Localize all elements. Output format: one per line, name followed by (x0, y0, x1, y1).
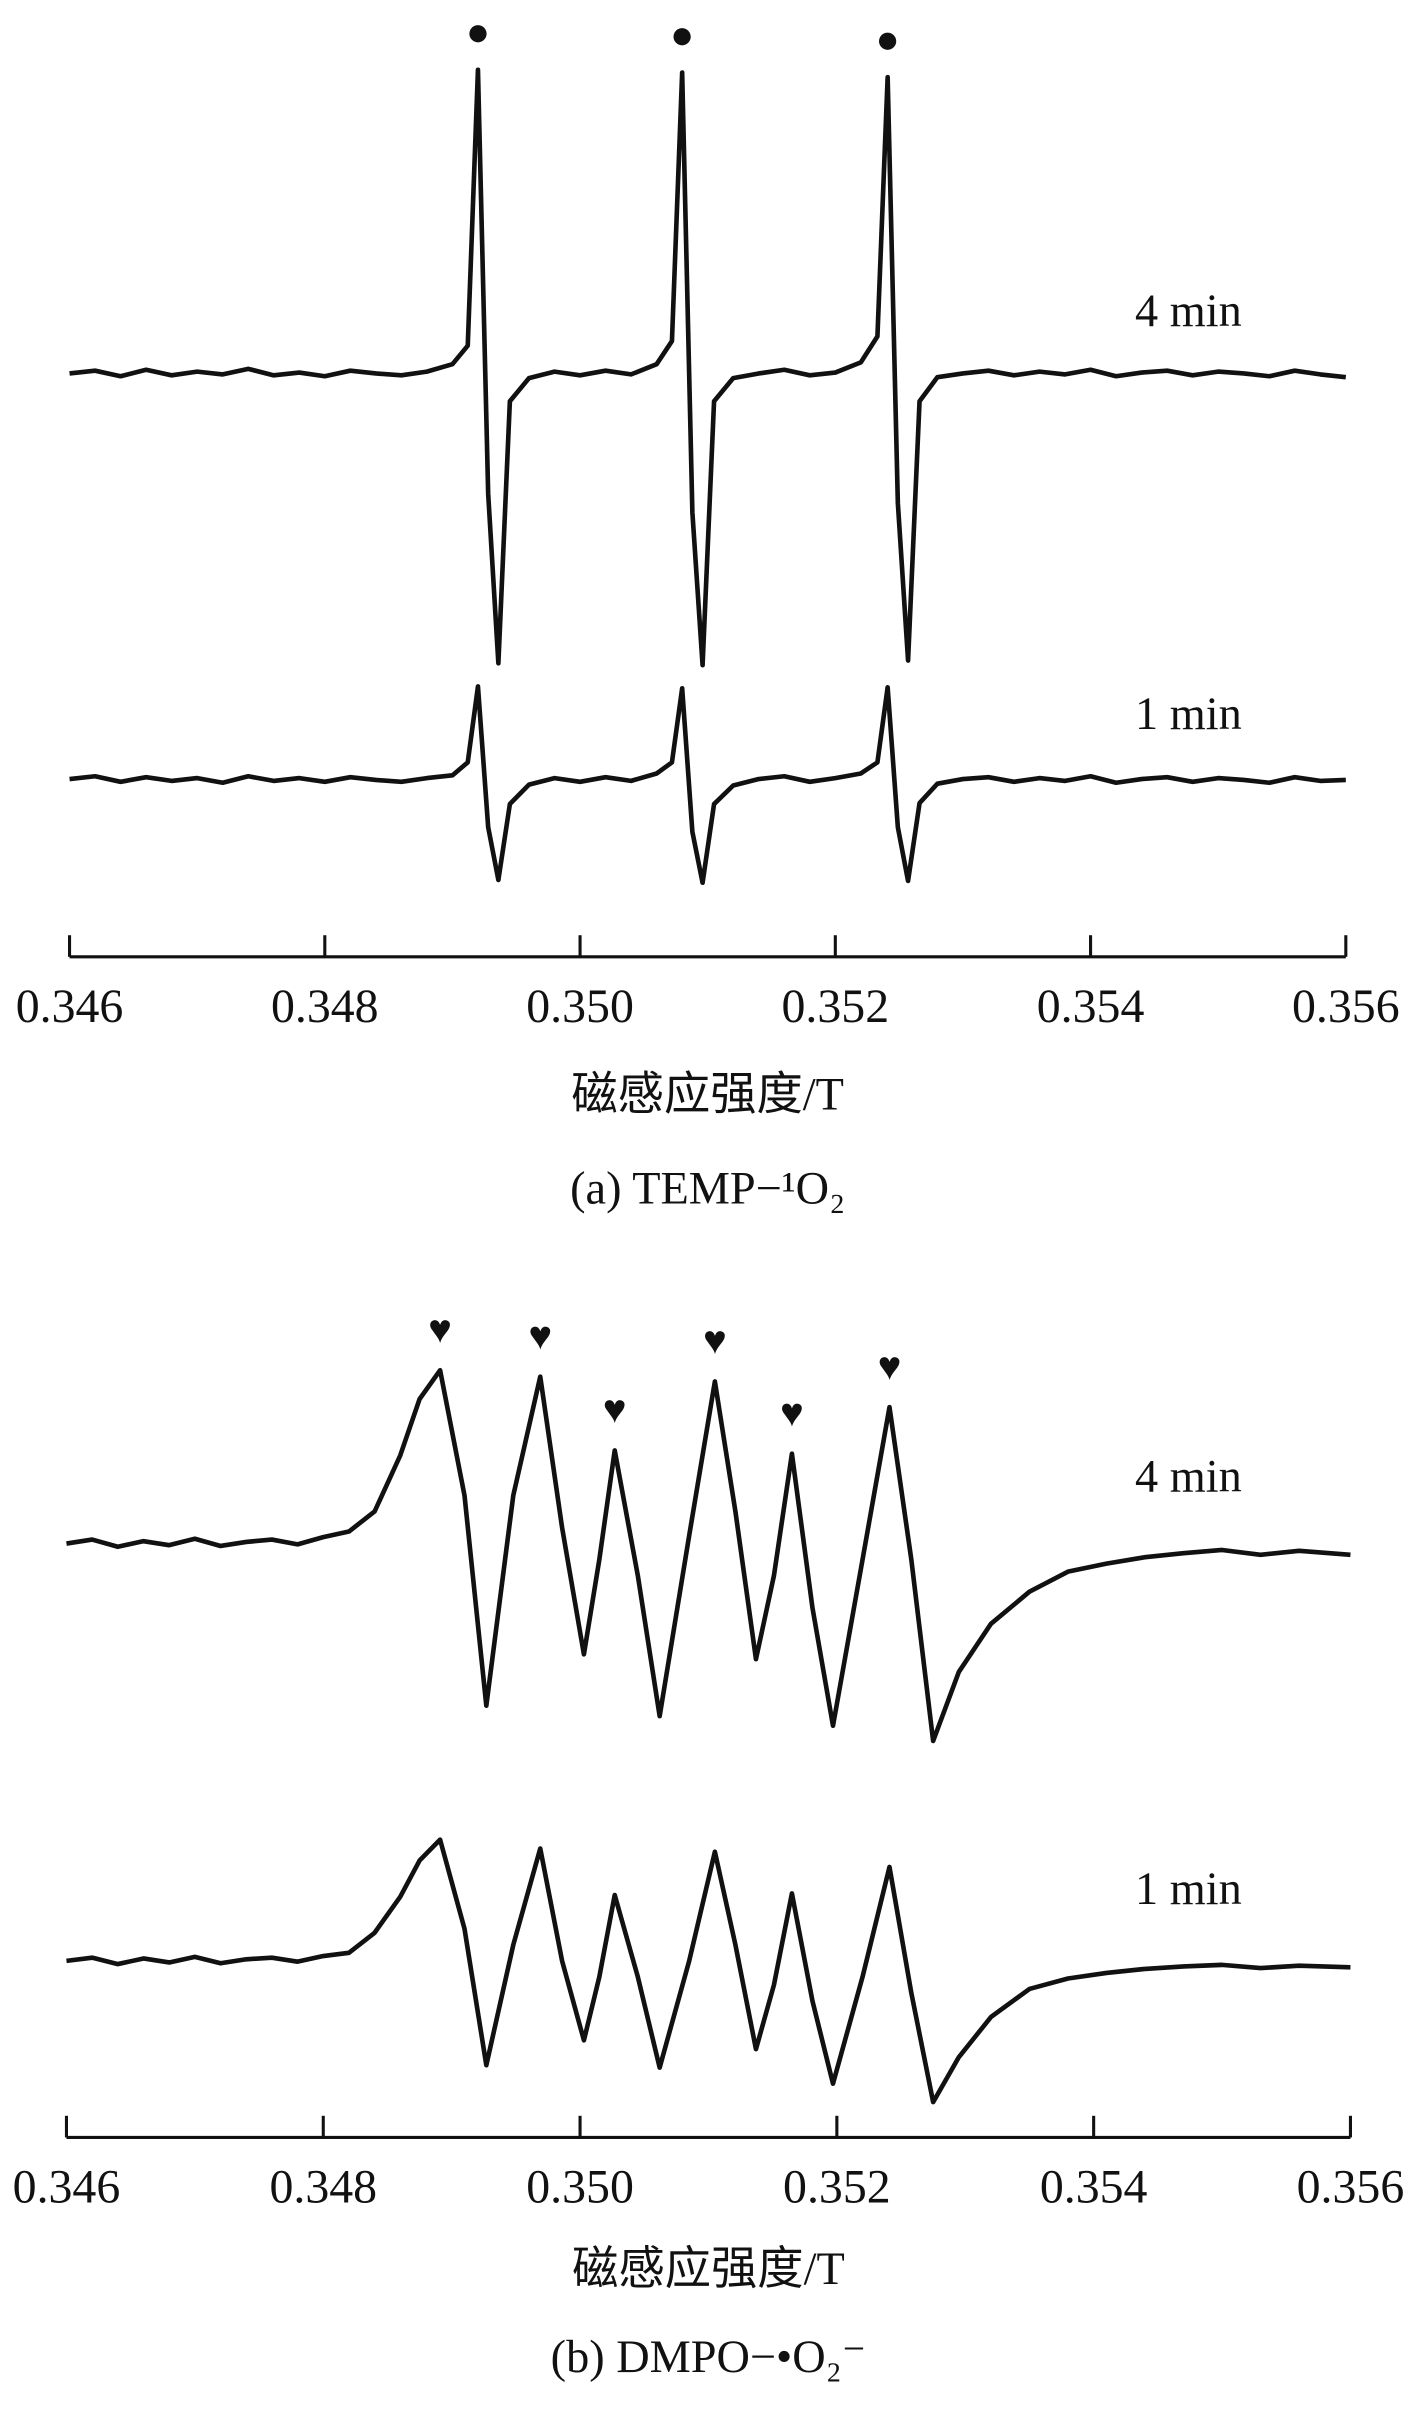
x-tick-label: 0.346 (16, 980, 124, 1033)
x-tick-label: 0.352 (782, 980, 890, 1033)
spectrum-line (69, 67, 1347, 668)
peak-marker: ♥ (703, 1318, 727, 1363)
x-tick-label: 0.354 (1040, 2160, 1148, 2213)
series-label: 4 min (1135, 1451, 1242, 1502)
x-tick-label: 0.348 (271, 980, 379, 1033)
caption: (b) DMPO−•O₂⁻ (551, 2332, 867, 2383)
peak-marker: ♥ (428, 1306, 452, 1351)
peak-marker: ♥ (528, 1313, 552, 1358)
peak-marker: ♥ (603, 1387, 627, 1432)
series-label: 1 min (1135, 689, 1242, 740)
x-tick-label: 0.354 (1037, 980, 1145, 1033)
x-axis-label: 磁感应强度/T (571, 1069, 844, 1120)
spectrum-line (66, 1367, 1351, 1744)
peak-marker: ● (876, 16, 900, 61)
x-tick-label: 0.350 (526, 2160, 634, 2213)
caption: (a) TEMP−¹O₂ (570, 1164, 845, 1215)
x-tick-label: 0.346 (13, 2160, 121, 2213)
peak-marker: ♥ (780, 1390, 804, 1435)
x-tick-label: 0.348 (269, 2160, 377, 2213)
x-tick-label: 0.356 (1297, 2160, 1405, 2213)
x-tick-label: 0.356 (1292, 980, 1400, 1033)
x-tick-label: 0.352 (783, 2160, 891, 2213)
peak-marker: ● (466, 9, 490, 54)
peak-marker: ♥ (878, 1343, 902, 1388)
series-label: 1 min (1135, 1864, 1242, 1915)
spectrum-line (69, 684, 1346, 886)
x-tick-label: 0.350 (526, 980, 634, 1033)
series-label: 4 min (1135, 286, 1242, 337)
peak-marker: ● (670, 12, 694, 57)
x-axis-label: 磁感应强度/T (572, 2244, 845, 2295)
spectrum-line (66, 1837, 1351, 2105)
